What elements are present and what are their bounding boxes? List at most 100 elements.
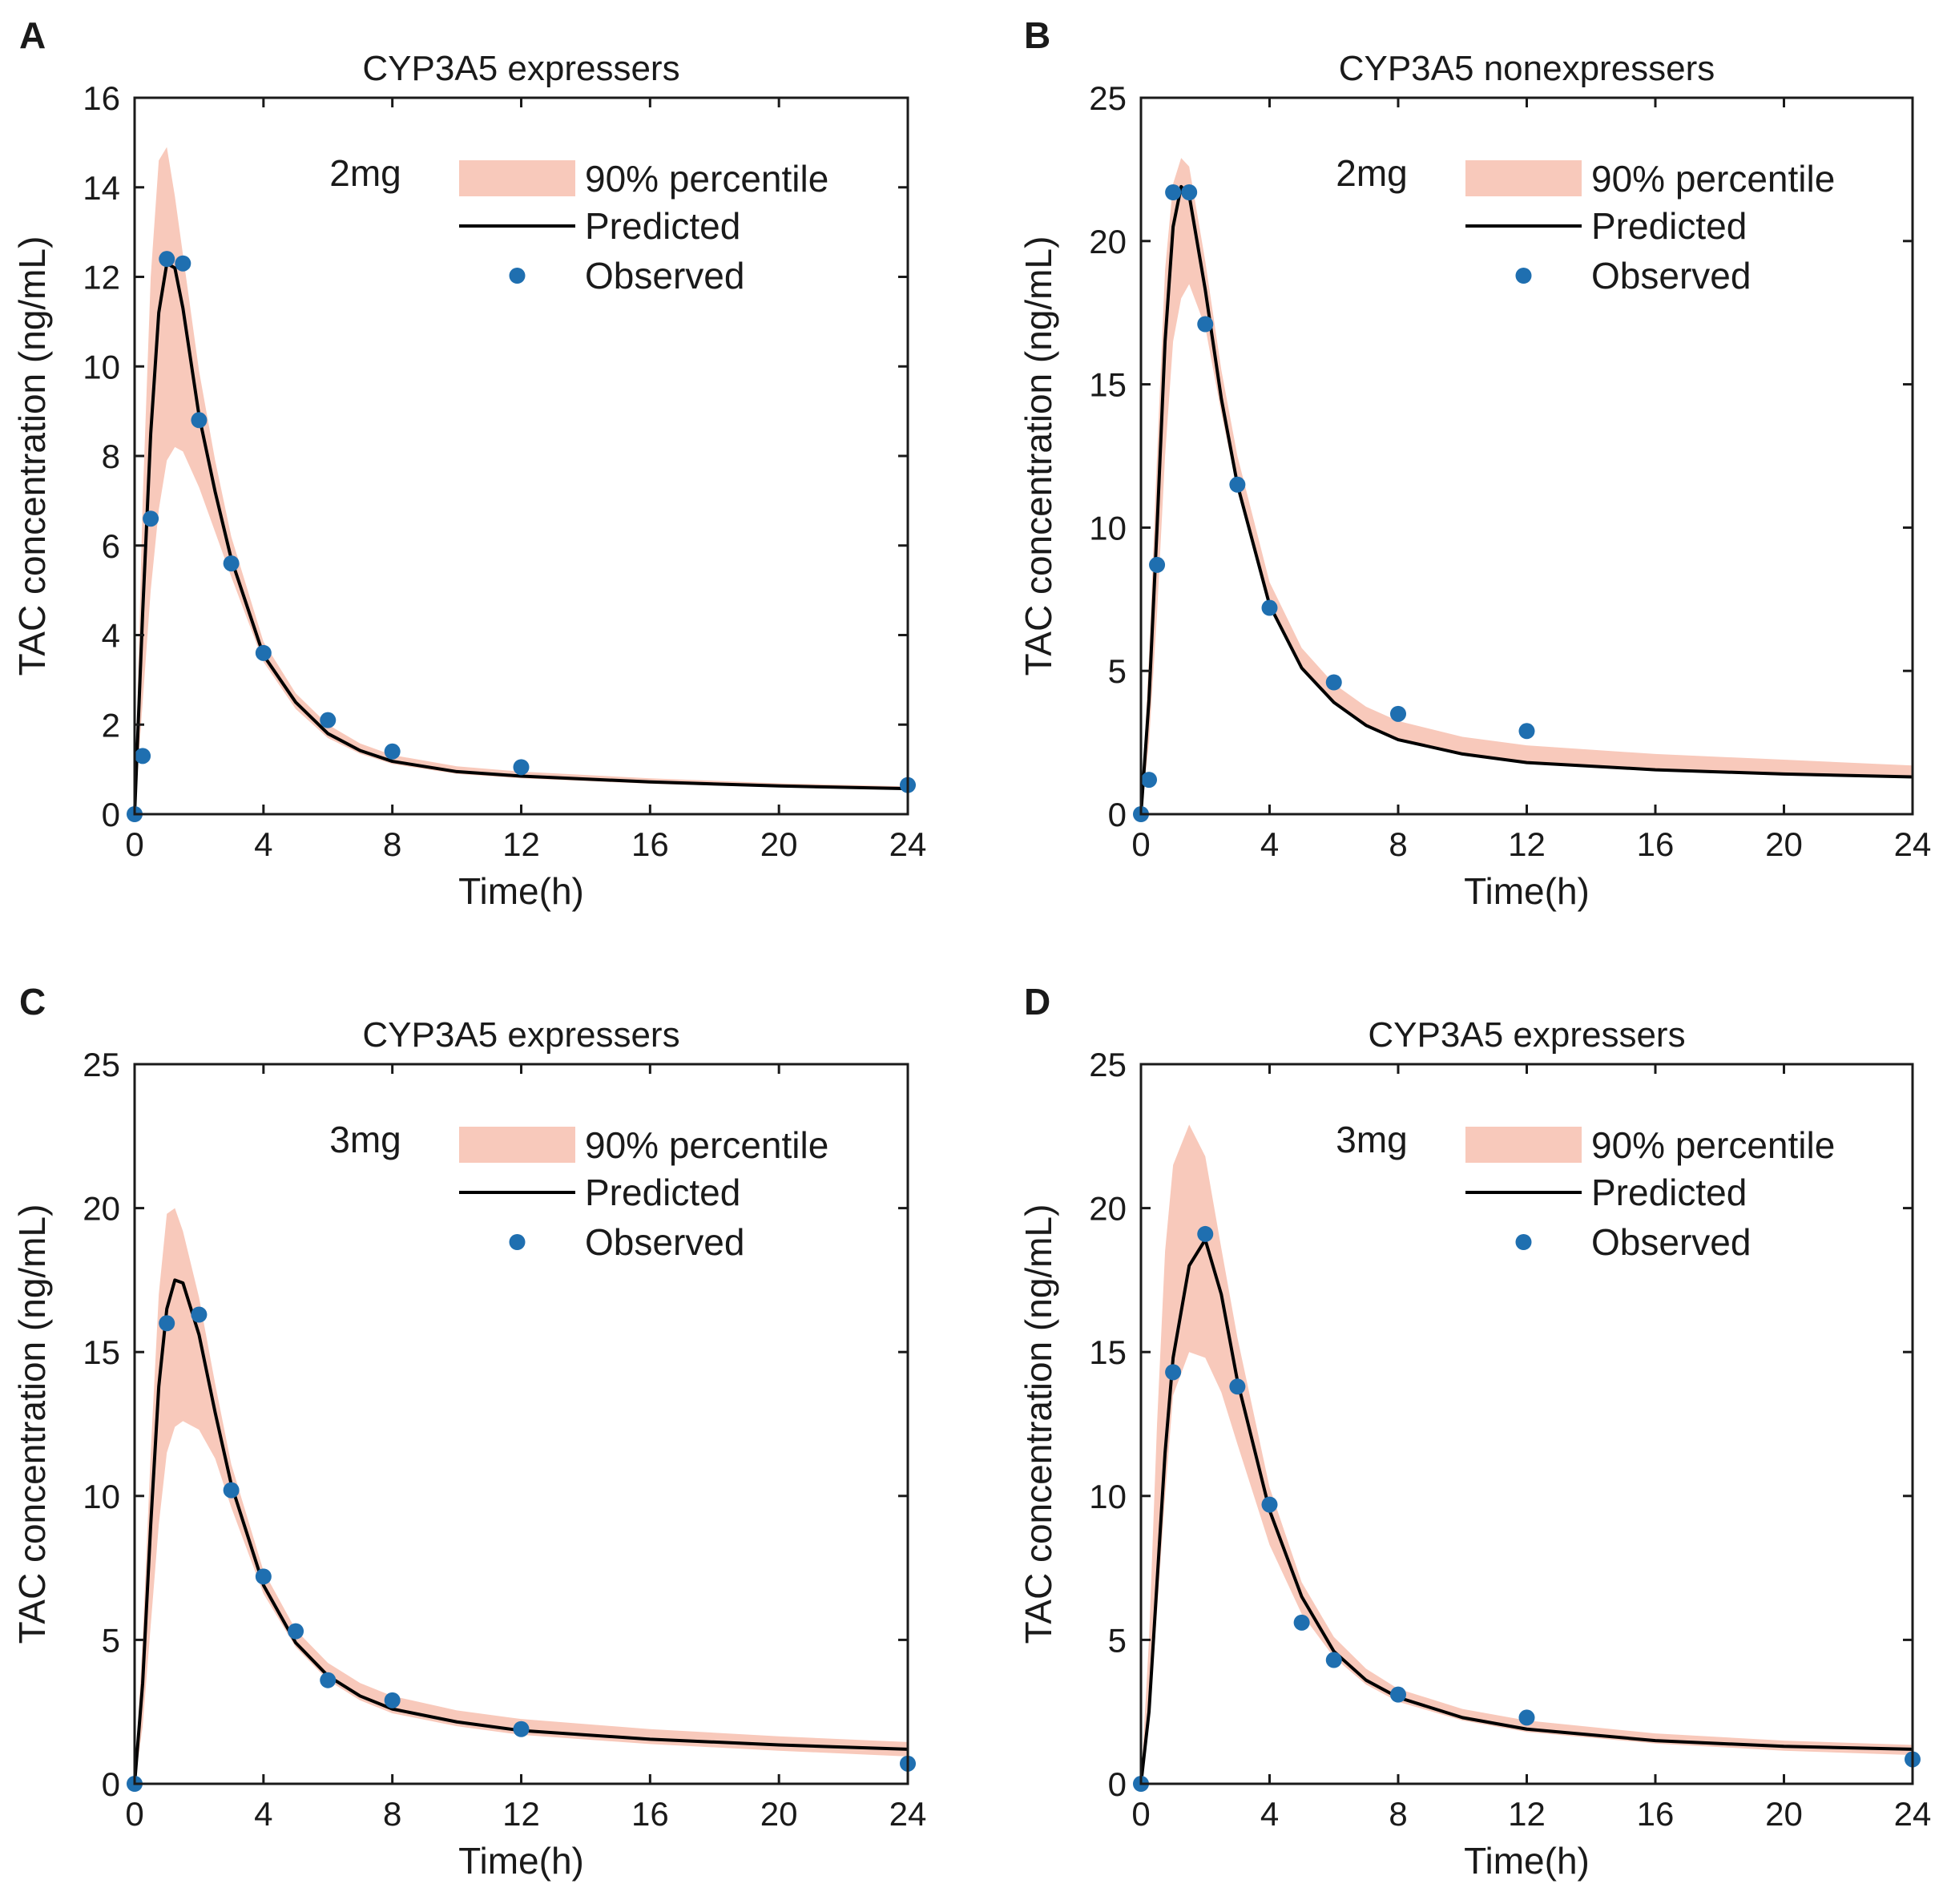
dose-label: 3mg bbox=[1336, 1119, 1407, 1160]
x-tick-label: 4 bbox=[1260, 825, 1279, 863]
observed-point bbox=[1293, 1614, 1310, 1631]
observed-point bbox=[191, 1306, 208, 1323]
y-tick-label: 5 bbox=[102, 1621, 120, 1659]
axes-box bbox=[1139, 96, 1914, 816]
axes-box bbox=[1139, 1063, 1914, 1785]
observed-point bbox=[384, 1692, 401, 1708]
y-tick-label: 20 bbox=[1089, 1190, 1127, 1228]
observed-point bbox=[255, 644, 272, 661]
observed-point bbox=[159, 251, 175, 268]
x-tick-label: 24 bbox=[889, 825, 927, 863]
y-tick-label: 10 bbox=[83, 1478, 120, 1515]
x-tick-label: 12 bbox=[1508, 1795, 1546, 1833]
legend: 90% percentile Predicted Observed bbox=[459, 1124, 828, 1263]
y-tick-label: 25 bbox=[83, 1046, 120, 1083]
observed-point bbox=[320, 1672, 337, 1688]
observed-point bbox=[159, 1315, 175, 1332]
chart-title: CYP3A5 expressers bbox=[1368, 1015, 1685, 1055]
panel-letter: B bbox=[1024, 14, 1050, 56]
legend-band-label: 90% percentile bbox=[1591, 158, 1835, 200]
chart-title: CYP3A5 nonexpressers bbox=[1339, 49, 1715, 88]
y-axis-label: TAC concentration (ng/mL) bbox=[1018, 236, 1059, 676]
y-axis-label: TAC concentration (ng/mL) bbox=[11, 236, 53, 676]
observed-point bbox=[223, 1482, 240, 1499]
x-tick-label: 12 bbox=[502, 1795, 540, 1833]
legend: 90% percentile Predicted Observed bbox=[1465, 1124, 1835, 1263]
x-tick-label: 12 bbox=[502, 825, 540, 863]
observed-point bbox=[1325, 674, 1342, 691]
legend: 90% percentile Predicted Observed bbox=[459, 158, 828, 296]
y-tick-label: 25 bbox=[1089, 1046, 1127, 1083]
observed-point bbox=[1229, 476, 1246, 493]
axes-box bbox=[133, 1063, 909, 1785]
x-axis-label: Time(h) bbox=[458, 1840, 584, 1882]
legend: 90% percentile Predicted Observed bbox=[1465, 158, 1835, 296]
band-90-percentile bbox=[135, 1208, 908, 1784]
legend-band-label: 90% percentile bbox=[585, 158, 828, 200]
x-axis-label: Time(h) bbox=[458, 870, 584, 912]
legend-point-label: Observed bbox=[1591, 255, 1751, 296]
observed-point bbox=[191, 412, 208, 429]
legend-point-label: Observed bbox=[585, 255, 744, 296]
legend-band-swatch bbox=[459, 1127, 575, 1163]
observed-point bbox=[1165, 1364, 1182, 1381]
predicted-line bbox=[133, 261, 909, 815]
x-tick-label: 0 bbox=[125, 1795, 143, 1833]
chart-title: CYP3A5 expressers bbox=[362, 1015, 679, 1055]
x-tick-label: 20 bbox=[1765, 825, 1803, 863]
observed-point bbox=[1390, 705, 1406, 722]
predicted-line bbox=[1139, 184, 1913, 815]
y-tick-label: 0 bbox=[1108, 796, 1127, 833]
panel-d: D CYP3A5 expressers 0 4 8 12 16 20 24 0 5 10 15 20 25 T… bbox=[1018, 981, 1931, 1882]
x-tick-label: 4 bbox=[254, 825, 272, 863]
x-tick-label: 16 bbox=[631, 825, 669, 863]
observed-point bbox=[1197, 1225, 1214, 1242]
y-tick-label: 15 bbox=[83, 1333, 120, 1371]
x-tick-label: 24 bbox=[889, 1795, 927, 1833]
y-axis-label: TAC concentration (ng/mL) bbox=[11, 1204, 53, 1644]
band-90-percentile bbox=[135, 147, 908, 814]
observed-point bbox=[1149, 556, 1166, 573]
x-tick-label: 24 bbox=[1894, 1795, 1932, 1833]
predicted-line bbox=[133, 1278, 909, 1785]
observed-point bbox=[1165, 184, 1182, 201]
legend-line-label: Predicted bbox=[1591, 1172, 1747, 1213]
observed-point bbox=[1390, 1686, 1406, 1703]
panel-c: C CYP3A5 expressers 0 4 8 12 16 20 24 0 5 10 15 20 25 T… bbox=[11, 981, 926, 1882]
y-tick-label: 14 bbox=[83, 169, 120, 207]
observed-point bbox=[175, 255, 191, 272]
legend-line-label: Predicted bbox=[585, 1172, 740, 1213]
y-tick-label: 2 bbox=[102, 706, 120, 744]
x-tick-label: 16 bbox=[1637, 825, 1675, 863]
legend-band-swatch bbox=[459, 160, 575, 196]
x-tick-label: 0 bbox=[1131, 1795, 1150, 1833]
legend-point-swatch bbox=[1515, 268, 1532, 284]
y-tick-label: 4 bbox=[102, 617, 120, 655]
observed-point bbox=[1261, 599, 1278, 616]
x-tick-label: 20 bbox=[760, 825, 798, 863]
dose-label: 3mg bbox=[329, 1119, 401, 1160]
x-axis-label: Time(h) bbox=[1464, 870, 1590, 912]
x-tick-label: 4 bbox=[1260, 1795, 1279, 1833]
observed-point bbox=[1197, 316, 1214, 333]
x-tick-label: 20 bbox=[760, 1795, 798, 1833]
axes-box bbox=[133, 96, 909, 816]
y-tick-label: 10 bbox=[1089, 1478, 1127, 1515]
x-tick-label: 16 bbox=[631, 1795, 669, 1833]
x-tick-label: 0 bbox=[1131, 825, 1150, 863]
y-tick-label: 10 bbox=[83, 348, 120, 385]
dose-label: 2mg bbox=[329, 152, 401, 194]
x-axis-label: Time(h) bbox=[1464, 1840, 1590, 1882]
observed-point bbox=[1261, 1496, 1278, 1513]
observed-point bbox=[384, 743, 401, 760]
observed-point bbox=[135, 748, 151, 764]
x-tick-label: 24 bbox=[1894, 825, 1932, 863]
y-tick-label: 6 bbox=[102, 527, 120, 565]
y-tick-label: 5 bbox=[1108, 1621, 1127, 1659]
legend-point-swatch bbox=[1515, 1234, 1532, 1250]
legend-point-swatch bbox=[509, 268, 526, 284]
y-tick-label: 12 bbox=[83, 259, 120, 296]
observed-point bbox=[1181, 184, 1198, 201]
panel-letter: C bbox=[19, 981, 46, 1023]
